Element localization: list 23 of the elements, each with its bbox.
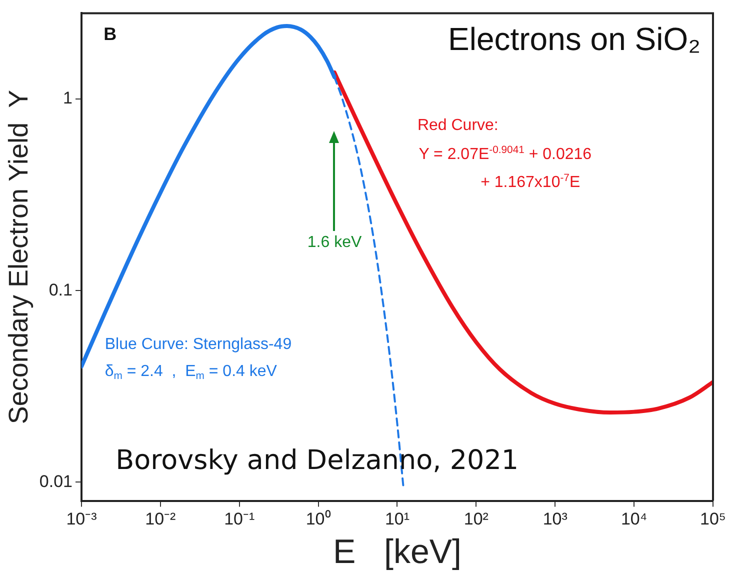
annotation: 1.6 keV — [307, 234, 362, 252]
x-tick-label: 10⁻² — [145, 510, 176, 529]
x-tick-label: 10⁰ — [306, 510, 331, 529]
annotation: δ$_{m}$ = 2.4 , E$_{m}$ = 0.4 keV — [104, 363, 277, 383]
x-tick-label: 10⁴ — [620, 510, 648, 529]
y-tick-label: 1 — [63, 88, 72, 108]
y-tick-label: 0.01 — [39, 472, 72, 491]
annotation: Y = 2.07E$^{-0.9041}$ + 0.0216 — [418, 144, 592, 164]
chart-title: Electrons on SiO₂ — [448, 21, 701, 58]
x-tick-label: 10² — [464, 510, 489, 529]
x-tick-label: 10⁵ — [700, 510, 726, 529]
annotation: Red Curve: — [417, 117, 498, 134]
x-tick-label: 10³ — [542, 510, 568, 529]
y-tick-label: 0.1 — [48, 280, 72, 300]
x-tick-label: 10⁻¹ — [224, 510, 255, 529]
annotation: Blue Curve: Sternglass-49 — [104, 336, 292, 354]
y-axis-title: Secondary Electron Yield Y — [4, 90, 34, 424]
annotation: + 1.167x10$^{-7}$E — [480, 173, 580, 192]
x-tick-label: 10⁻³ — [66, 510, 98, 529]
x-tick-label: 10¹ — [384, 510, 410, 529]
annotation: Borovsky and Delzanno, 2021 — [116, 445, 519, 476]
annotation: B — [104, 24, 117, 44]
x-axis-title: E [keV] — [332, 532, 462, 571]
